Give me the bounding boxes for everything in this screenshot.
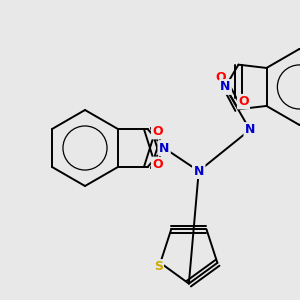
Text: N: N [220, 80, 230, 93]
Text: N: N [194, 165, 204, 178]
Text: S: S [154, 260, 163, 273]
Text: N: N [159, 142, 169, 154]
Text: O: O [238, 95, 249, 108]
Text: N: N [194, 165, 204, 178]
Text: N: N [194, 165, 204, 178]
Text: O: O [152, 158, 163, 171]
Text: O: O [215, 71, 226, 84]
Text: N: N [245, 123, 255, 136]
Text: N: N [159, 142, 169, 154]
Text: O: O [152, 125, 163, 138]
Text: N: N [220, 80, 230, 93]
